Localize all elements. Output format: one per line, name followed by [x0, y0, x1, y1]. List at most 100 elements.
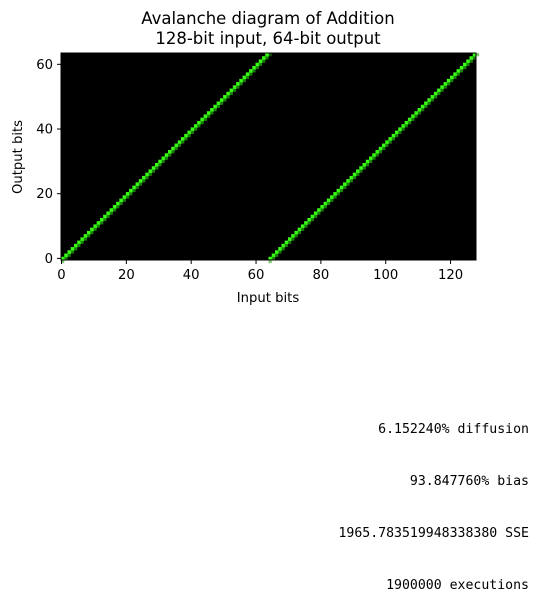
chart-title: Avalanche diagram of Addition	[141, 9, 394, 28]
heatmap-cell	[450, 75, 454, 80]
heatmap-cell	[333, 192, 337, 196]
heatmap-cell	[336, 188, 341, 193]
heatmap-cell-glow	[407, 120, 412, 125]
heatmap-cell	[323, 201, 328, 206]
bias-stat: 93.847760% bias	[409, 474, 529, 490]
heatmap-cell	[453, 72, 457, 77]
heatmap-cell-glow	[365, 162, 370, 167]
heatmap-cell-glow	[158, 162, 162, 167]
heatmap-cell-glow	[229, 91, 233, 96]
heatmap-cell-glow	[155, 166, 159, 170]
heatmap-cell-glow	[456, 72, 460, 76]
heatmap-cell	[164, 153, 169, 157]
x-tick-label: 40	[183, 268, 200, 283]
heatmap-cell	[463, 62, 467, 67]
heatmap-cell	[122, 195, 127, 199]
heatmap-cell	[378, 146, 383, 151]
heatmap-cell-glow	[466, 62, 470, 66]
heatmap-cell-glow	[430, 98, 434, 102]
heatmap-cell-glow	[219, 101, 224, 105]
heatmap-cell-glow	[226, 95, 230, 99]
heatmap-cell-glow	[271, 256, 275, 260]
heatmap-cell	[239, 78, 243, 83]
heatmap-cell	[232, 85, 237, 89]
heatmap-cell-glow	[411, 117, 415, 121]
heatmap-cell	[369, 156, 373, 161]
heatmap-cell-glow	[93, 227, 97, 231]
heatmap-cell	[407, 117, 412, 122]
heatmap-cell-glow	[236, 85, 240, 89]
heatmap-cell-glow	[443, 85, 447, 89]
heatmap-cell-glow	[242, 78, 246, 83]
heatmap-cell-glow	[323, 205, 327, 209]
heatmap-cell	[106, 211, 111, 216]
heatmap-cell	[372, 153, 376, 157]
heatmap-cell	[167, 150, 172, 154]
heatmap-cell-glow	[61, 260, 65, 264]
heatmap-cell	[440, 85, 444, 89]
heatmap-cell	[456, 69, 461, 73]
executions-stat: 1900000 executions	[386, 578, 529, 594]
heatmap-cell-glow	[180, 140, 185, 144]
heatmap-cell-glow	[262, 59, 266, 63]
heatmap-cell-glow	[119, 201, 123, 206]
heatmap-cell	[90, 227, 94, 232]
heatmap-cell	[245, 72, 250, 77]
heatmap-cell	[427, 98, 432, 102]
heatmap-cell-glow	[388, 140, 392, 144]
heatmap-cell	[317, 208, 321, 212]
heatmap-cell-glow	[281, 247, 285, 251]
heatmap-cell-glow	[135, 185, 139, 189]
heatmap-cell-glow	[252, 69, 256, 73]
heatmap-cell	[391, 133, 396, 138]
heatmap-cell-glow	[385, 143, 389, 147]
heatmap-cell	[184, 133, 188, 138]
heatmap-cell	[177, 140, 182, 144]
heatmap-cell	[265, 53, 269, 57]
x-tick-label: 100	[373, 268, 398, 283]
heatmap-cell	[352, 172, 357, 177]
heatmap-cell	[161, 156, 166, 161]
heatmap-cell	[210, 107, 214, 112]
heatmap-cell-glow	[258, 62, 263, 66]
x-tick-label: 80	[312, 268, 329, 283]
heatmap-cell-glow	[352, 175, 357, 180]
y-axis-label: Output bits	[11, 120, 26, 194]
heatmap-cell	[67, 250, 72, 254]
heatmap-cell-glow	[446, 82, 451, 86]
heatmap-cell-glow	[343, 185, 347, 189]
heatmap-cell	[70, 247, 75, 251]
heatmap-cell-glow	[356, 172, 360, 176]
heatmap-cell	[109, 208, 114, 212]
heatmap-cell-glow	[197, 124, 201, 128]
heatmap-cell	[148, 169, 153, 174]
heatmap-cell	[339, 185, 344, 190]
heatmap-cell	[278, 247, 282, 251]
heatmap-cell	[145, 172, 149, 177]
heatmap-cell-glow	[404, 124, 408, 128]
heatmap-cell	[411, 114, 415, 119]
diffusion-stat: 6.152240% diffusion	[378, 421, 529, 437]
heatmap-cell-glow	[381, 146, 386, 151]
heatmap-cell-glow	[86, 234, 91, 238]
heatmap-cell-glow	[417, 111, 421, 115]
heatmap-cell	[472, 53, 477, 57]
heatmap-cell-glow	[274, 253, 279, 257]
y-axis-ticks: 0 20 40 60	[36, 58, 61, 267]
heatmap-cell	[469, 56, 474, 60]
heatmap-cell-glow	[427, 101, 431, 105]
heatmap-cell	[219, 98, 224, 102]
sse-stat: 1965.783519948338380 SSE	[338, 526, 529, 542]
statistics-block: 6.152240% diffusion 93.847760% bias 1965…	[338, 386, 529, 612]
heatmap-cell	[155, 162, 159, 167]
heatmap-cell	[64, 253, 68, 258]
heatmap-cell-glow	[375, 153, 379, 157]
heatmap-cell-glow	[109, 211, 113, 215]
heatmap-cell-glow	[440, 88, 444, 92]
heatmap-cell-glow	[184, 137, 188, 141]
heatmap-cell	[346, 179, 350, 183]
heatmap-cell-glow	[401, 127, 405, 131]
heatmap-cell-glow	[326, 201, 331, 206]
heatmap-cell	[116, 201, 120, 206]
heatmap-cell-glow	[200, 120, 204, 125]
